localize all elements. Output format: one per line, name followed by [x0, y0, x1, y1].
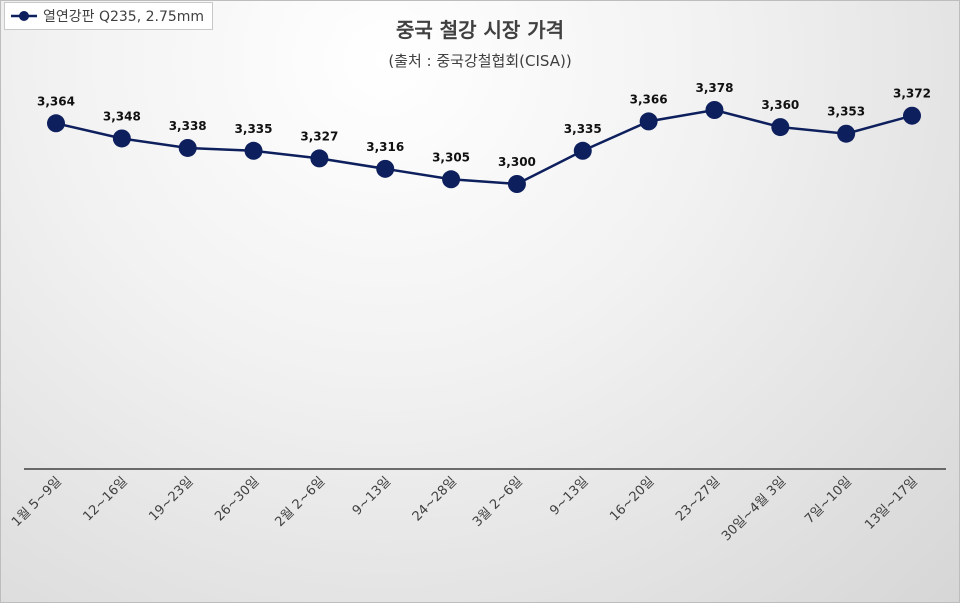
x-tick-label: 12~16일 — [81, 474, 131, 524]
data-label: 3,366 — [630, 92, 668, 106]
data-label: 3,335 — [235, 122, 273, 136]
data-point — [310, 149, 329, 168]
data-point — [442, 170, 461, 189]
data-point — [771, 118, 790, 137]
data-label: 3,300 — [498, 155, 536, 169]
x-tick-label: 3월 2~6일 — [470, 474, 526, 530]
data-point — [178, 138, 197, 157]
data-point — [376, 159, 395, 178]
data-label: 3,378 — [695, 81, 733, 95]
x-tick-label: 19~23일 — [146, 474, 196, 524]
legend: 열연강판 Q235, 2.75mm — [4, 2, 214, 30]
x-tick-label: 1월 5~9일 — [9, 474, 65, 530]
x-tick-label: 16~20일 — [607, 474, 657, 524]
legend-marker-icon — [11, 11, 37, 21]
data-label: 3,335 — [564, 122, 602, 136]
data-label: 3,364 — [37, 94, 75, 108]
data-point — [705, 101, 724, 119]
data-point — [244, 141, 263, 160]
data-point — [507, 175, 526, 193]
data-label: 3,338 — [169, 119, 207, 133]
data-label: 3,348 — [103, 109, 141, 123]
x-tick-label: 23~27일 — [673, 474, 723, 524]
x-tick-label: 13일~17일 — [862, 474, 921, 533]
x-tick-label: 30일~4월 3일 — [719, 474, 789, 544]
data-label: 3,360 — [761, 98, 799, 112]
series-line — [55, 108, 913, 186]
data-point — [903, 106, 921, 125]
data-point — [837, 124, 856, 143]
x-tick-label: 9~13일 — [547, 474, 591, 518]
chart-subtitle: (출처 : 중국강철협회(CISA)) — [388, 52, 572, 70]
data-label: 3,372 — [893, 87, 931, 101]
data-label: 3,305 — [432, 150, 470, 164]
x-tick-label: 7일~10일 — [802, 474, 855, 527]
data-point — [47, 114, 65, 133]
x-tick-label: 26~30일 — [212, 474, 262, 524]
data-point — [639, 112, 658, 131]
x-tick-label: 9~13일 — [350, 474, 394, 518]
data-label: 3,353 — [827, 105, 865, 119]
chart-title: 중국 철강 시장 가격 — [395, 18, 565, 42]
data-label: 3,327 — [300, 129, 338, 143]
data-label: 3,316 — [366, 140, 404, 154]
x-tick-label: 2월 2~6일 — [273, 474, 329, 530]
data-point — [112, 129, 131, 148]
legend-label: 열연강판 Q235, 2.75mm — [43, 9, 205, 25]
x-tick-label: 24~28일 — [410, 474, 460, 524]
data-point — [573, 141, 592, 160]
